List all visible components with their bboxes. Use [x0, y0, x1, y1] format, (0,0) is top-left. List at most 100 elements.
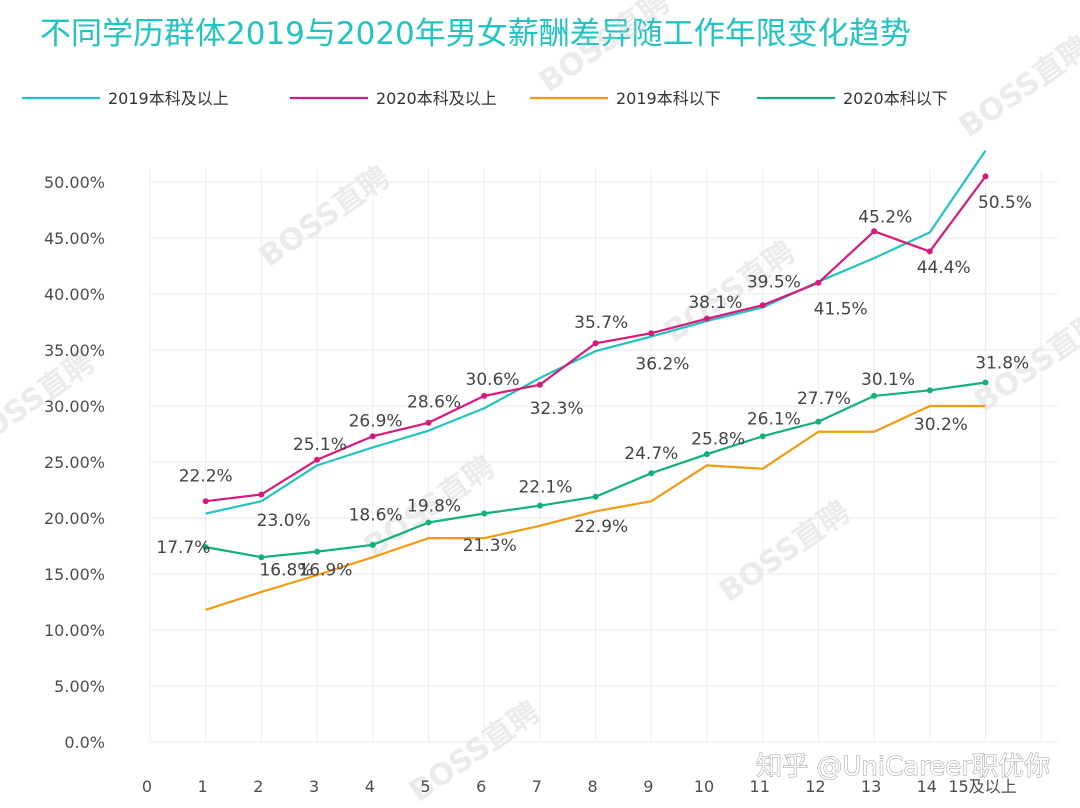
- data-label: 22.1%: [518, 478, 572, 498]
- data-label: 45.2%: [858, 208, 912, 228]
- x-tick-label: 15及以上: [948, 777, 1016, 796]
- data-label: 17.7%: [156, 538, 210, 558]
- data-point: [759, 302, 766, 309]
- data-label: 31.8%: [975, 353, 1029, 373]
- x-tick-label: 7: [532, 777, 542, 796]
- y-tick-label: 30.00%: [44, 397, 105, 416]
- data-label: 27.7%: [797, 389, 851, 409]
- data-point: [982, 173, 989, 180]
- y-tick-label: 10.00%: [44, 621, 105, 640]
- data-point: [314, 548, 321, 555]
- data-point: [258, 491, 265, 498]
- x-tick-label: 10: [694, 777, 714, 796]
- data-point: [369, 433, 376, 440]
- x-tick-label: 6: [476, 777, 486, 796]
- data-label: 39.5%: [747, 273, 801, 293]
- x-tick-label: 9: [643, 777, 653, 796]
- data-label: 28.6%: [407, 393, 461, 413]
- watermark-text: BOSS直聘: [533, 0, 676, 100]
- data-label: 24.7%: [624, 444, 678, 464]
- series-lines: [202, 150, 989, 611]
- data-label: 19.8%: [407, 497, 461, 517]
- watermark-text: BOSS直聘: [953, 30, 1080, 145]
- y-tick-label: 40.00%: [44, 285, 105, 304]
- x-tick-label: 8: [588, 777, 598, 796]
- legend-label-2: 2019本科以下: [616, 89, 721, 108]
- series-line-0: [205, 150, 987, 515]
- x-tick-label: 3: [309, 777, 319, 796]
- x-tick-label: 4: [365, 777, 375, 796]
- data-point: [536, 381, 543, 388]
- data-labels: 22.2% 17.7% 23.0% 16.8% 25.1% 16.9% 26.9% 18.6%…: [156, 193, 1032, 580]
- series-line-2: [205, 404, 986, 611]
- data-point: [871, 392, 878, 399]
- watermark-text: BOSS直聘: [253, 160, 396, 275]
- legend-label-1: 2020本科及以上: [376, 89, 497, 108]
- data-label: 26.1%: [747, 409, 801, 429]
- watermark-text: BOSS直聘: [713, 495, 856, 610]
- data-point: [815, 279, 822, 286]
- data-point: [759, 433, 766, 440]
- data-point: [202, 544, 209, 551]
- data-point: [592, 340, 599, 347]
- y-axis: 0.0% 5.00% 10.00% 15.00% 20.00% 25.00% 30.00% 3…: [44, 173, 105, 752]
- data-label: 32.3%: [530, 399, 584, 419]
- data-label: 23.0%: [257, 511, 311, 531]
- data-label: 35.7%: [574, 313, 628, 333]
- y-tick-label: 20.00%: [44, 509, 105, 528]
- data-point: [704, 315, 710, 322]
- y-tick-label: 50.00%: [44, 173, 105, 192]
- y-tick-label: 35.00%: [44, 341, 105, 360]
- x-tick-label: 2: [253, 777, 263, 796]
- data-label: 18.6%: [349, 506, 403, 526]
- data-point: [481, 392, 488, 399]
- data-label: 30.6%: [466, 370, 520, 390]
- data-label: 16.9%: [298, 561, 352, 581]
- data-label: 38.1%: [688, 293, 742, 313]
- data-point: [871, 228, 878, 235]
- x-tick-label: 14: [917, 777, 937, 796]
- data-label: 21.3%: [463, 536, 517, 556]
- x-tick-label: 1: [198, 777, 208, 796]
- data-point: [314, 456, 321, 463]
- data-point: [648, 470, 655, 477]
- x-tick-label: 5: [420, 777, 430, 796]
- data-point: [926, 387, 933, 394]
- x-tick-label: 11: [750, 777, 770, 796]
- data-point: [425, 419, 432, 426]
- data-label: 30.2%: [914, 415, 968, 435]
- data-label: 50.5%: [978, 193, 1032, 213]
- x-axis: 0 1 2 3 4 5 6 7 8 9 10 11 12 13 14 15及以上: [142, 777, 1017, 796]
- data-label: 22.2%: [179, 466, 233, 486]
- y-tick-label: 15.00%: [44, 565, 105, 584]
- data-point: [592, 493, 599, 500]
- grid: [149, 170, 1058, 743]
- data-label: 44.4%: [917, 258, 971, 278]
- legend-label-3: 2020本科以下: [843, 89, 948, 108]
- x-tick-label: 13: [861, 777, 881, 796]
- data-label: 26.9%: [349, 412, 403, 432]
- data-point: [704, 451, 710, 458]
- data-point: [425, 519, 432, 526]
- data-label: 36.2%: [635, 354, 689, 374]
- data-point: [369, 541, 376, 548]
- y-tick-label: 0.0%: [64, 733, 105, 752]
- chart-title: 不同学历群体2019与2020年男女薪酬差异随工作年限变化趋势: [40, 16, 911, 52]
- data-point: [648, 330, 655, 337]
- legend-label-0: 2019本科及以上: [108, 89, 229, 108]
- data-label: 25.8%: [691, 429, 745, 449]
- y-tick-label: 25.00%: [44, 453, 105, 472]
- data-label: 30.1%: [861, 370, 915, 390]
- data-label: 16.8%: [259, 561, 313, 581]
- data-point: [815, 418, 822, 425]
- x-tick-label: 0: [142, 777, 152, 796]
- data-label: 41.5%: [814, 300, 868, 320]
- data-point: [481, 510, 488, 517]
- data-point: [258, 554, 265, 561]
- data-point: [536, 502, 543, 509]
- y-tick-label: 5.00%: [54, 677, 105, 696]
- data-point: [982, 379, 989, 386]
- legend: 2019本科及以上 2020本科及以上 2019本科以下 2020本科以下: [22, 89, 948, 108]
- x-tick-label: 12: [805, 777, 825, 796]
- data-point: [202, 498, 209, 505]
